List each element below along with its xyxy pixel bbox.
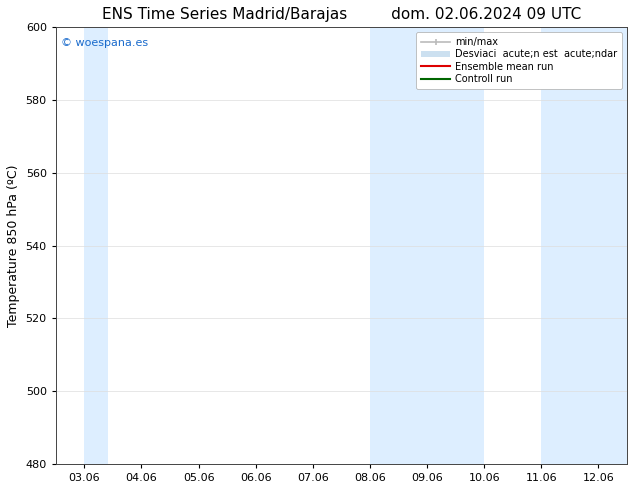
Bar (370, 27, 484, 464)
Bar (541, 27, 627, 464)
Title: ENS Time Series Madrid/Barajas         dom. 02.06.2024 09 UTC: ENS Time Series Madrid/Barajas dom. 02.0… (102, 7, 581, 22)
Text: © woespana.es: © woespana.es (61, 38, 148, 48)
Y-axis label: Temperature 850 hPa (ºC): Temperature 850 hPa (ºC) (7, 165, 20, 327)
Legend: min/max, Desviaci  acute;n est  acute;ndar, Ensemble mean run, Controll run: min/max, Desviaci acute;n est acute;ndar… (417, 32, 622, 89)
Bar (84, 27, 108, 464)
